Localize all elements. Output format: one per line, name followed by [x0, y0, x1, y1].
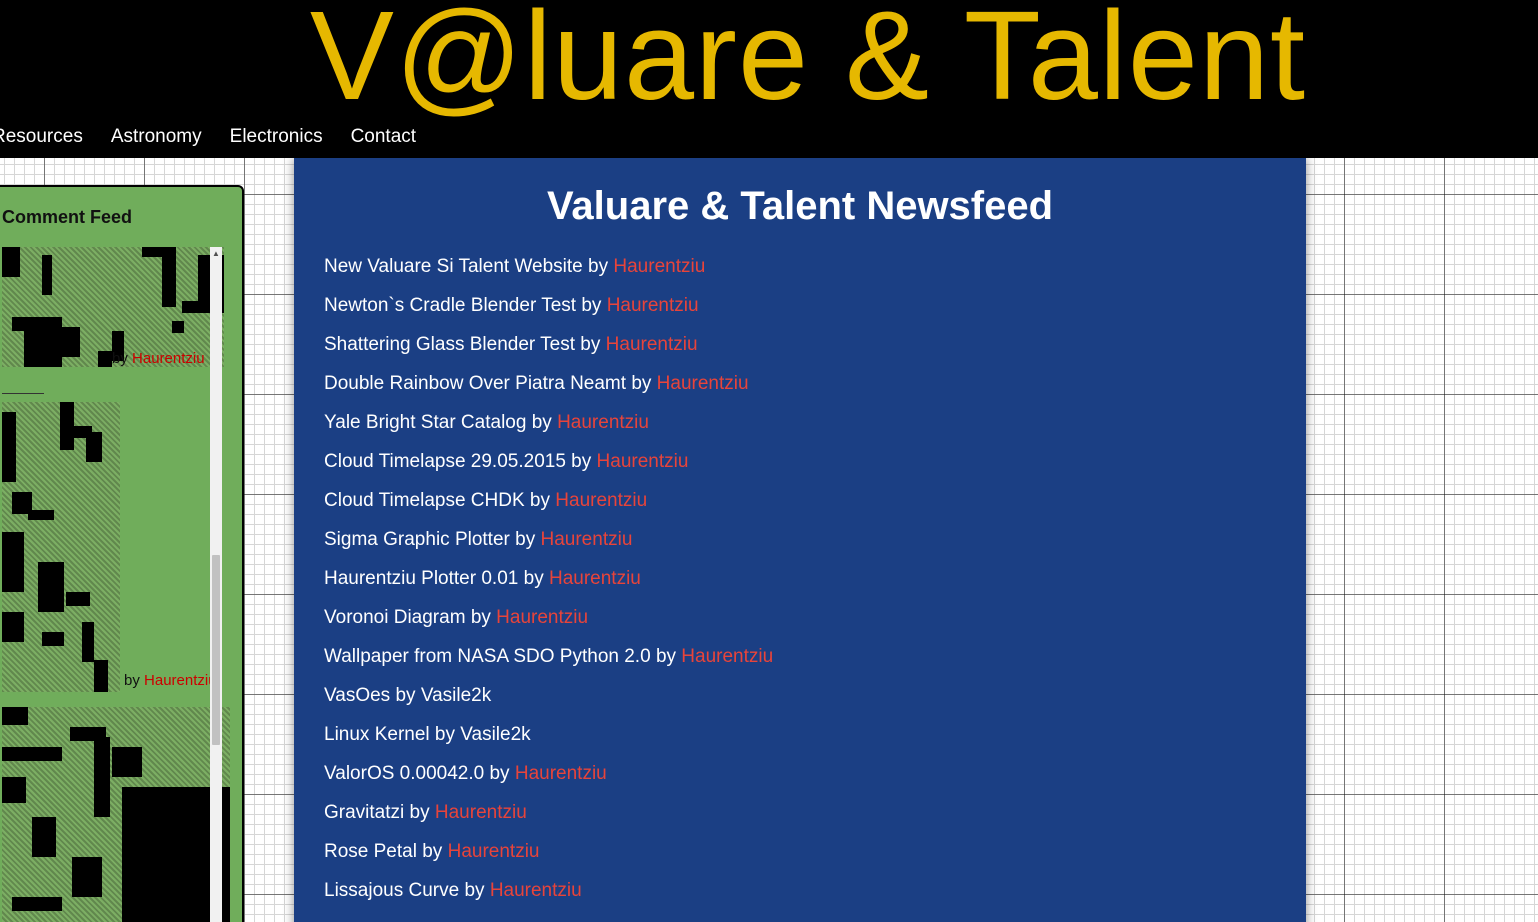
comment-feed-panel: Comment Feed by Haurentziu — [0, 185, 244, 922]
news-item: Shattering Glass Blender Test by Haurent… — [324, 330, 773, 369]
news-item: Haurentziu Plotter 0.01 by Haurentziu — [324, 564, 773, 603]
news-item: New Valuare Si Talent Website by Haurent… — [324, 252, 773, 291]
comment-thumbnail[interactable] — [2, 247, 224, 367]
nav-electronics[interactable]: Electronics — [229, 126, 323, 147]
comment-divider — [2, 393, 44, 394]
news-item-title-link[interactable]: Rose Petal — [324, 841, 417, 862]
comment-thumbnail[interactable] — [2, 402, 120, 692]
news-item-byline: by — [515, 529, 536, 550]
news-item-byline: by — [531, 412, 552, 433]
news-item-author-link[interactable]: Haurentziu — [540, 529, 633, 550]
news-item-byline: by — [523, 568, 544, 589]
news-item: Double Rainbow Over Piatra Neamt by Haur… — [324, 369, 773, 408]
news-item-title-link[interactable]: Yale Bright Star Catalog — [324, 412, 527, 433]
news-item-byline: by — [588, 256, 609, 277]
news-item-title-link[interactable]: Haurentziu Plotter 0.01 — [324, 568, 519, 589]
news-item-author-link[interactable]: Haurentziu — [555, 490, 648, 511]
comment-feed-list[interactable]: by Haurentziu by — [2, 247, 230, 922]
news-item: Wallpaper from NASA SDO Python 2.0 by Ha… — [324, 642, 773, 681]
news-item-author-link[interactable]: Haurentziu — [548, 568, 641, 589]
news-item-byline: by — [529, 490, 550, 511]
news-item-author-link[interactable]: Haurentziu — [596, 451, 689, 472]
comment-author-link[interactable]: Haurentziu — [132, 350, 205, 367]
news-item-byline: by — [409, 802, 430, 823]
scroll-up-arrow-icon[interactable]: ▲ — [212, 249, 220, 258]
news-item: Cloud Timelapse CHDK by Haurentziu — [324, 486, 773, 525]
news-item-title-link[interactable]: New Valuare Si Talent Website — [324, 256, 583, 277]
news-item-author-link[interactable]: Haurentziu — [656, 373, 749, 394]
comment-feed-scrollbar[interactable]: ▲ — [210, 247, 222, 922]
news-item-title-link[interactable]: Sigma Graphic Plotter — [324, 529, 510, 550]
comment-byline: by Haurentziu — [124, 672, 217, 689]
news-item: Sigma Graphic Plotter by Haurentziu — [324, 525, 773, 564]
news-item: ValorOS 0.00042.0 by Haurentziu — [324, 759, 773, 798]
comment-feed-title: Comment Feed — [2, 207, 133, 227]
news-item-title-link[interactable]: Cloud Timelapse CHDK — [324, 490, 525, 511]
news-item-title-link[interactable]: Shattering Glass Blender Test — [324, 334, 576, 355]
scrollbar-thumb[interactable] — [212, 555, 220, 745]
news-item-byline: by Vasile2k — [434, 724, 531, 745]
news-item-byline: by — [470, 607, 491, 628]
news-item: Rose Petal by Haurentziu — [324, 837, 773, 876]
byline-by: by — [112, 350, 128, 367]
news-item-author-link[interactable]: Haurentziu — [613, 256, 706, 277]
news-item: Newton`s Cradle Blender Test by Haurentz… — [324, 291, 773, 330]
news-item-byline: by — [422, 841, 443, 862]
news-item-author-link[interactable]: Haurentziu — [606, 295, 699, 316]
news-item-title-link[interactable]: ValorOS 0.00042.0 — [324, 763, 485, 784]
news-item: Yale Bright Star Catalog by Haurentziu — [324, 408, 773, 447]
news-item-title-link[interactable]: VasOes — [324, 685, 391, 706]
news-item: Linux Kernel by Vasile2k — [324, 720, 773, 759]
news-item-title-link[interactable]: Voronoi Diagram — [324, 607, 466, 628]
news-item-byline: by — [581, 295, 602, 316]
newsfeed-title: Valuare & Talent Newsfeed — [546, 184, 1054, 228]
news-item-title-link[interactable]: Double Rainbow Over Piatra Neamt — [324, 373, 627, 394]
news-item-author-link[interactable]: Haurentziu — [434, 802, 527, 823]
news-item-title-link[interactable]: Wallpaper from NASA SDO Python 2.0 — [324, 646, 651, 667]
news-item: Gravitatzi by Haurentziu — [324, 798, 773, 837]
news-item-byline: by — [571, 451, 592, 472]
news-item: Lissajous Curve by Haurentziu — [324, 876, 773, 915]
news-item-byline: by — [580, 334, 601, 355]
comment-thumbnail[interactable] — [2, 707, 230, 922]
nav-contact[interactable]: Contact — [350, 126, 417, 147]
news-item-byline: by — [489, 763, 510, 784]
comment-entry — [2, 707, 230, 922]
news-item-byline: by Vasile2k — [395, 685, 492, 706]
news-item-byline: by — [631, 373, 652, 394]
news-item-title-link[interactable]: Cloud Timelapse 29.05.2015 — [324, 451, 566, 472]
site-title[interactable]: V@luare & Talent — [309, 0, 1307, 126]
byline-by: by — [124, 672, 140, 689]
news-item-byline: by — [655, 646, 677, 667]
news-item: VasOes by Vasile2k — [324, 681, 773, 720]
news-item-title-link[interactable]: Gravitatzi — [324, 802, 405, 823]
newsfeed-panel: Valuare & Talent Newsfeed New Valuare Si… — [294, 158, 1306, 922]
nav-astronomy[interactable]: Astronomy — [110, 126, 202, 147]
news-item-author-link[interactable]: Haurentziu — [681, 646, 774, 667]
news-item-author-link[interactable]: Haurentziu — [489, 880, 582, 901]
news-item-author-link[interactable]: Haurentziu — [496, 607, 589, 628]
comment-entry: by Haurentziu — [2, 247, 230, 387]
newsfeed-list: New Valuare Si Talent Website by Haurent… — [324, 252, 773, 915]
news-item-title-link[interactable]: Lissajous Curve — [324, 880, 460, 901]
news-item-title-link[interactable]: Newton`s Cradle Blender Test — [324, 295, 577, 316]
site-header: V@luare & Talent Resources Astronomy Ele… — [0, 0, 1538, 158]
news-item: Voronoi Diagram by Haurentziu — [324, 603, 773, 642]
comment-author-link[interactable]: Haurentziu — [144, 672, 217, 689]
comment-byline: by Haurentziu — [112, 350, 205, 367]
main-nav: Resources Astronomy Electronics Contact — [0, 126, 416, 148]
news-item-author-link[interactable]: Haurentziu — [557, 412, 649, 433]
nav-resources[interactable]: Resources — [0, 126, 83, 147]
news-item-author-link[interactable]: Haurentziu — [447, 841, 540, 862]
comment-entry: by Haurentziu — [2, 402, 230, 692]
news-item: Cloud Timelapse 29.05.2015 by Haurentziu — [324, 447, 773, 486]
news-item-author-link[interactable]: Haurentziu — [605, 334, 698, 355]
news-item-title-link[interactable]: Linux Kernel — [324, 724, 430, 745]
news-item-byline: by — [464, 880, 485, 901]
news-item-author-link[interactable]: Haurentziu — [514, 763, 607, 784]
